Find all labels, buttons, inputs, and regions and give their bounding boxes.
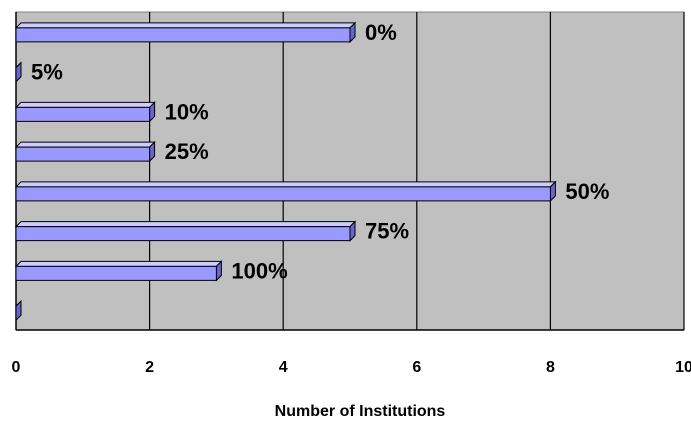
plot-area (15, 11, 685, 331)
bar-category-label: 10% (165, 99, 209, 124)
bar-top (14, 141, 156, 148)
bar-category-label: 100% (231, 258, 287, 283)
x-tick-label: 2 (145, 359, 154, 376)
bar-top (14, 221, 357, 228)
bar-category-label: 5% (31, 60, 63, 85)
bar-top (14, 101, 156, 108)
x-tick-label: 6 (412, 359, 421, 376)
x-tick-label: 10 (675, 359, 691, 376)
bar-top (14, 181, 557, 188)
x-tick-label: 8 (546, 359, 555, 376)
x-axis-ticks: 0 2 4 6 8 10 (12, 359, 691, 376)
bar-side (15, 299, 22, 322)
bar-top (14, 22, 357, 29)
bar-category-label: 75% (365, 219, 409, 244)
bar-category-label: 0% (365, 20, 397, 45)
bar (15, 106, 151, 122)
gridlines (15, 12, 685, 331)
x-tick-label: 4 (279, 359, 288, 376)
bar (15, 186, 551, 202)
data-labels: 0% 5% 10% 25% 50% 75% 100% (31, 20, 609, 284)
bar-side (15, 61, 22, 83)
bars (14, 21, 557, 322)
bar (15, 146, 151, 162)
bar (15, 265, 217, 281)
bar-category-label: 25% (165, 139, 209, 164)
x-axis-title: Number of Institutions (275, 403, 446, 420)
bar-category-label: 50% (565, 179, 609, 204)
x-tick-label: 0 (12, 359, 21, 376)
bar-top (14, 260, 223, 267)
bar (15, 27, 351, 43)
bar (15, 226, 351, 242)
